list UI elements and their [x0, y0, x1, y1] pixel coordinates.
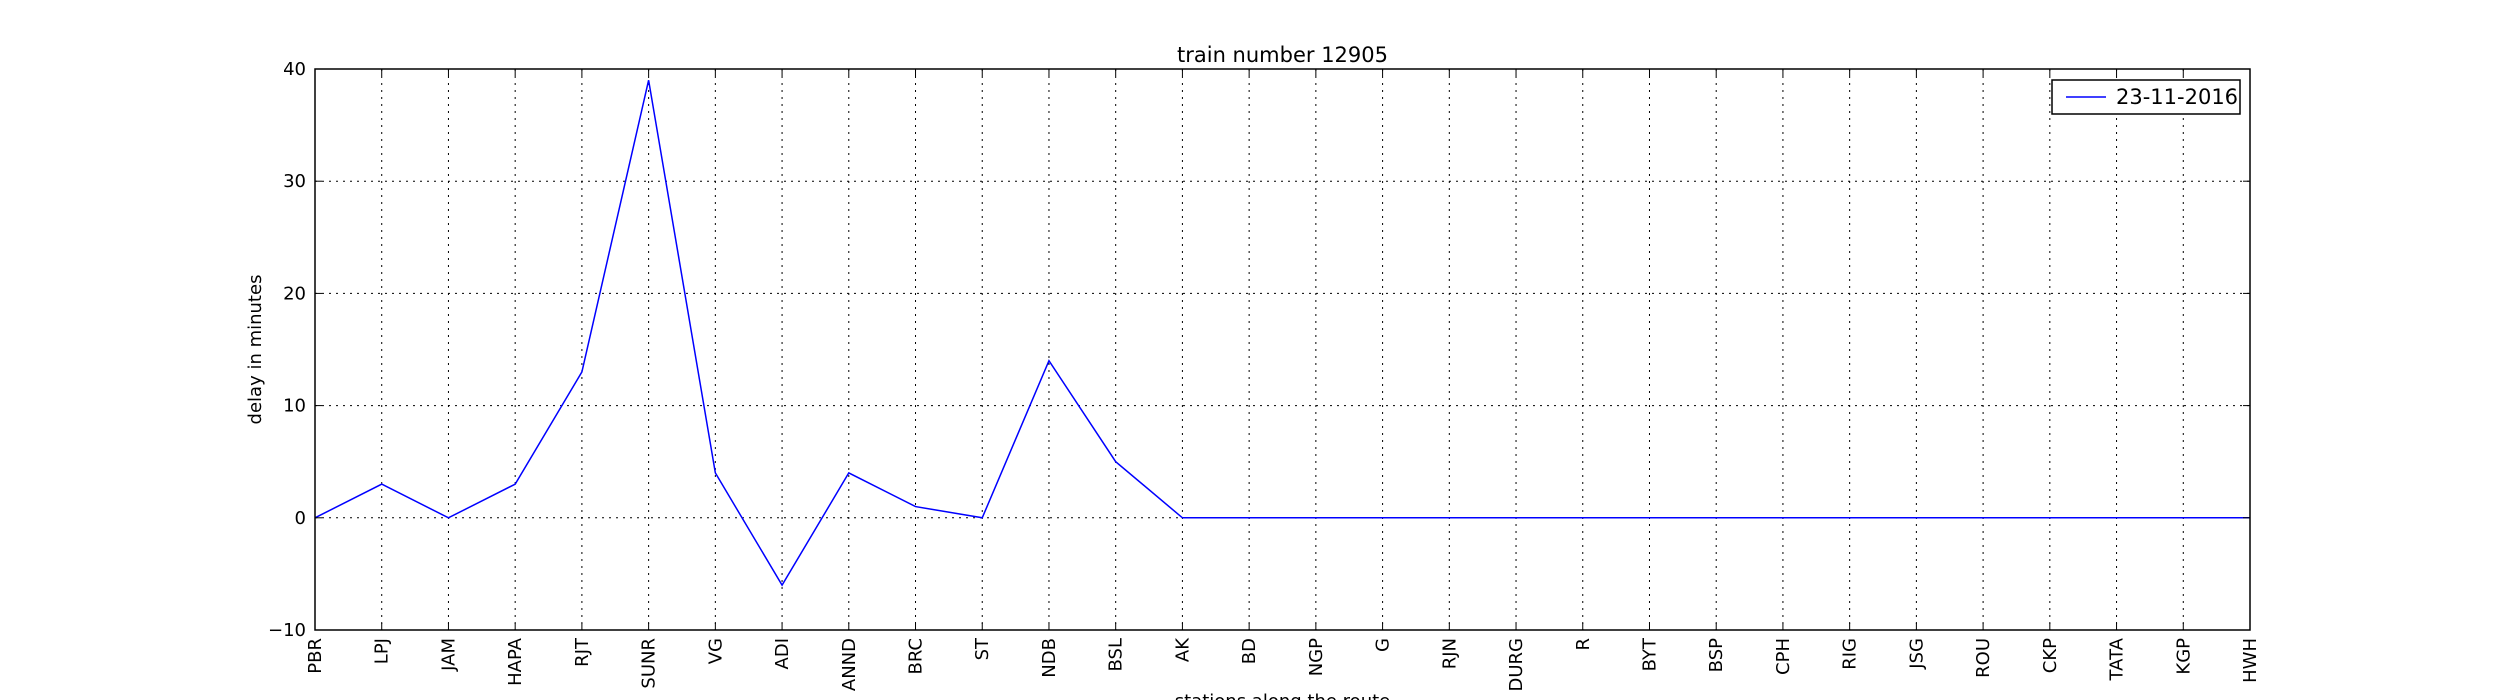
- x-tick-label: BD: [1239, 638, 1260, 664]
- x-tick-label: ADI: [772, 638, 793, 669]
- x-tick-label: PBR: [305, 638, 326, 674]
- y-tick-label: 20: [283, 283, 306, 304]
- x-tick-label: CKP: [2040, 638, 2061, 673]
- x-tick-label: HWH: [2240, 638, 2261, 683]
- legend-entry-label: 23-11-2016: [2116, 85, 2238, 109]
- x-tick-label: SUNR: [639, 638, 660, 689]
- y-axis-label: delay in minutes: [245, 275, 266, 425]
- y-tick-label: 10: [283, 396, 306, 417]
- x-tick-label: JAM: [438, 638, 459, 672]
- x-tick-label: AK: [1172, 637, 1193, 662]
- x-tick-label: TATA: [2107, 637, 2128, 681]
- x-tick-label: NGP: [1306, 638, 1327, 676]
- x-tick-label: NDB: [1039, 638, 1060, 678]
- series-line: [314, 80, 2250, 587]
- x-axis-label: stations along the route: [1175, 691, 1390, 700]
- x-tick-label: RJN: [1439, 638, 1460, 669]
- x-tick-label: BSL: [1106, 638, 1127, 672]
- x-tick-label: JSG: [1906, 638, 1927, 670]
- x-axis: PBR LPJ JAM HAPA RJT SUNR VG ADI ANND BRC ST NDB BSL…: [305, 69, 2261, 692]
- x-tick-label: KGP: [2173, 638, 2194, 675]
- x-tick-label: CPH: [1773, 638, 1794, 675]
- x-tick-label: DURG: [1506, 638, 1527, 692]
- x-tick-label: LPJ: [372, 638, 393, 664]
- x-tick-label: VG: [705, 638, 726, 664]
- x-tick-label: RJT: [572, 637, 593, 667]
- x-tick-label: G: [1373, 638, 1394, 652]
- x-tick-label: BYT: [1639, 637, 1660, 671]
- y-tick-label: 30: [283, 171, 306, 192]
- plot-frame: [314, 68, 2251, 631]
- x-tick-label: HAPA: [505, 637, 526, 686]
- x-tick-label: BSP: [1706, 638, 1727, 672]
- y-tick-label: 40: [283, 59, 306, 80]
- data-series: [314, 80, 2250, 587]
- chart-title: train number 12905: [1177, 43, 1388, 67]
- x-tick-label: R: [1573, 638, 1594, 651]
- x-tick-label: BRC: [906, 638, 927, 675]
- y-tick-label: 0: [295, 508, 306, 529]
- y-tick-label: −10: [268, 620, 306, 641]
- x-tick-label: ROU: [1973, 638, 1994, 678]
- legend: 23-11-2016: [2051, 79, 2241, 115]
- x-tick-label: ANND: [839, 638, 860, 691]
- gridlines: [315, 69, 2250, 630]
- y-axis: −10 0 10 20 30 40: [268, 59, 2250, 641]
- x-tick-label: ST: [972, 637, 993, 660]
- x-tick-label: RIG: [1840, 638, 1861, 670]
